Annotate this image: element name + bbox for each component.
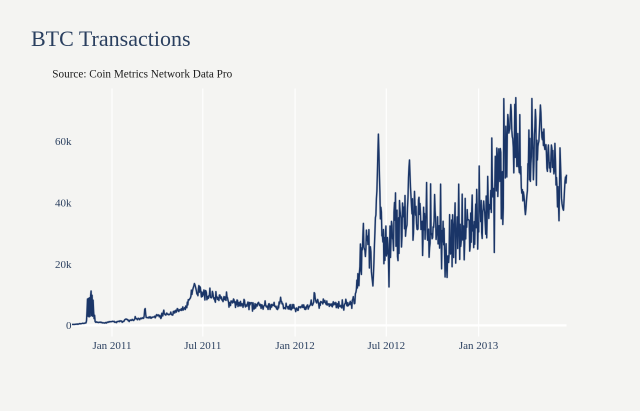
svg-text:40k: 40k bbox=[55, 197, 72, 209]
svg-text:Jul 2012: Jul 2012 bbox=[368, 340, 406, 352]
svg-text:Jul 2011: Jul 2011 bbox=[184, 340, 221, 352]
svg-text:Jan 2013: Jan 2013 bbox=[459, 340, 499, 352]
svg-text:60k: 60k bbox=[55, 136, 72, 148]
svg-text:Jan 2011: Jan 2011 bbox=[92, 340, 131, 352]
svg-text:0: 0 bbox=[66, 320, 72, 332]
svg-text:Jan 2012: Jan 2012 bbox=[275, 340, 314, 352]
svg-text:BTC Transactions: BTC Transactions bbox=[31, 26, 191, 51]
svg-text:20k: 20k bbox=[55, 259, 72, 271]
svg-text:Source: Coin Metrics Network D: Source: Coin Metrics Network Data Pro bbox=[52, 69, 232, 81]
